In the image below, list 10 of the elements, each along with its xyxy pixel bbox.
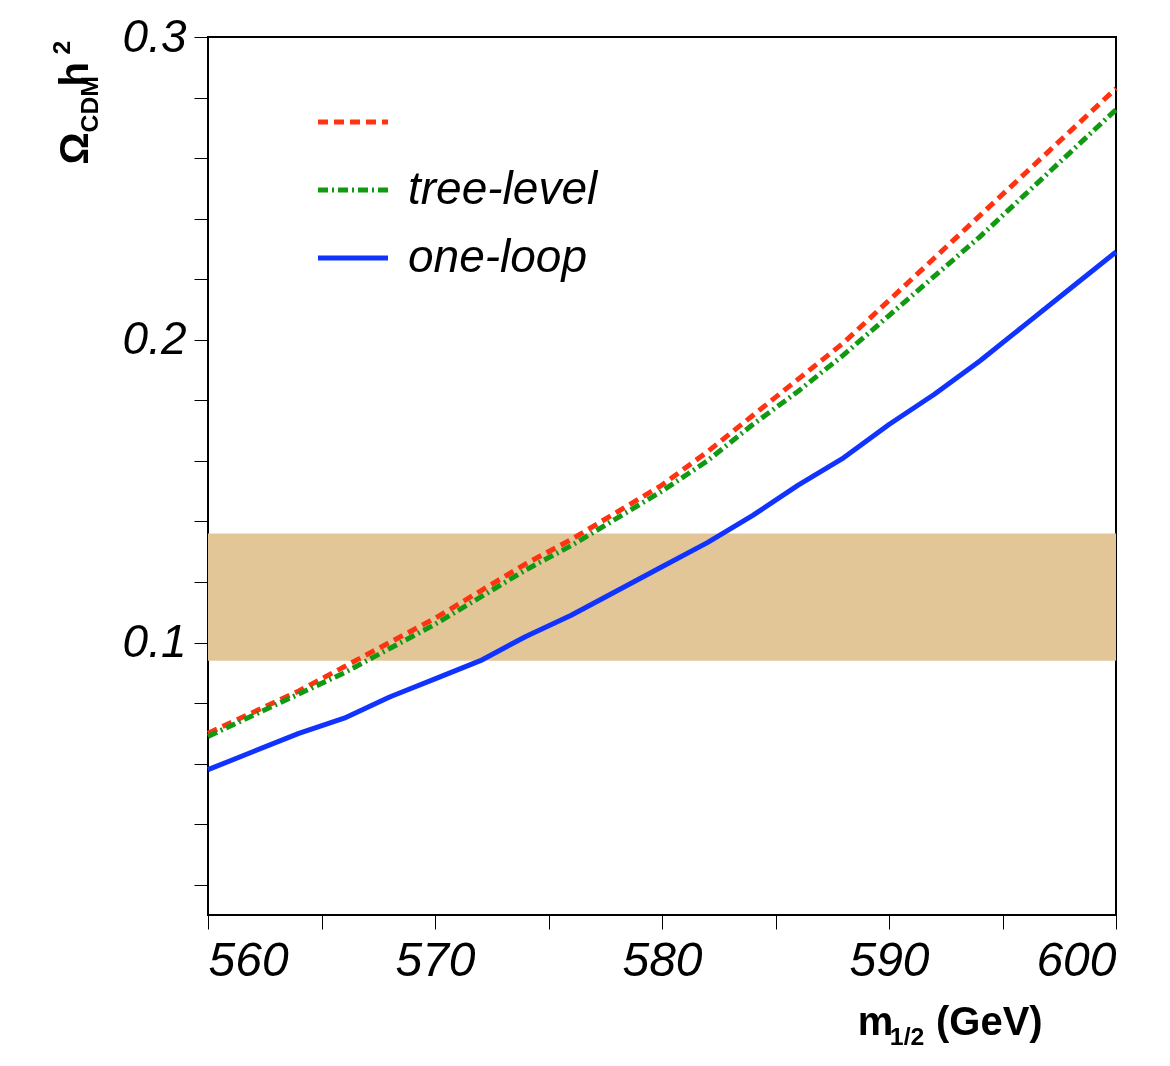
legend-label: one-loop [408, 230, 588, 282]
x-tick-label: 560 [208, 932, 289, 986]
legend-label: tree-level [408, 162, 599, 214]
x-tick-label: 570 [395, 932, 476, 986]
x-tick-label: 590 [849, 932, 930, 986]
y-tick-label: 0.1 [122, 615, 187, 668]
y-tick-label: 0.3 [122, 9, 187, 62]
y-tick-label: 0.2 [122, 312, 187, 365]
x-tick-label: 580 [622, 932, 703, 986]
x-tick-label: 600 [1036, 932, 1117, 986]
